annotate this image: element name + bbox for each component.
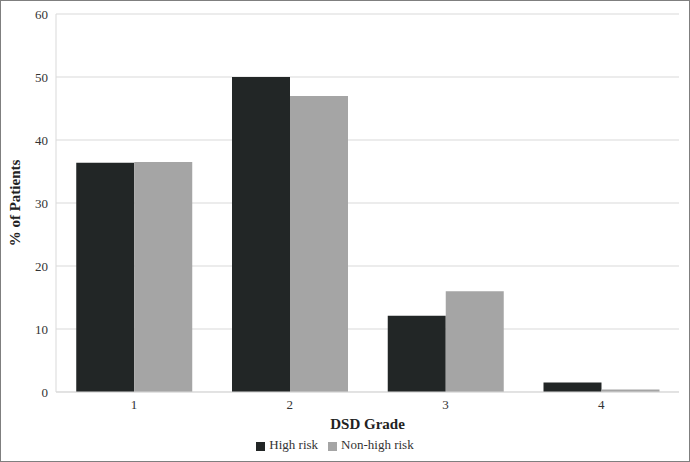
svg-text:40: 40 bbox=[35, 133, 48, 148]
svg-text:3: 3 bbox=[442, 397, 449, 412]
svg-text:30: 30 bbox=[35, 196, 48, 211]
svg-text:10: 10 bbox=[35, 322, 48, 337]
svg-text:60: 60 bbox=[35, 7, 48, 22]
svg-text:% of Patients: % of Patients bbox=[8, 160, 23, 247]
html-text:High risk: High risk bbox=[269, 437, 319, 452]
svg-text:DSD Grade: DSD Grade bbox=[330, 416, 405, 432]
svg-text:2: 2 bbox=[286, 397, 293, 412]
svg-text:0: 0 bbox=[42, 385, 49, 400]
svg-text:20: 20 bbox=[35, 259, 48, 274]
svg-text:4: 4 bbox=[598, 397, 605, 412]
svg-text:1: 1 bbox=[131, 397, 138, 412]
svg-text:50: 50 bbox=[35, 70, 48, 85]
html-text:Non-high risk: Non-high risk bbox=[341, 437, 414, 452]
